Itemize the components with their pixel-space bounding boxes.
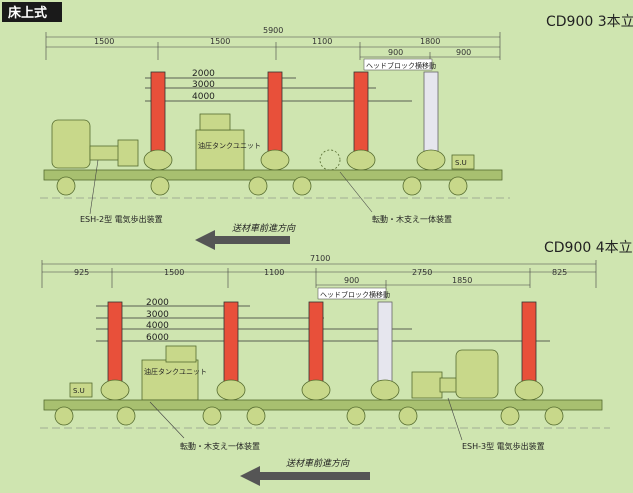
su-box xyxy=(69,382,93,398)
segment-dim: 925 xyxy=(74,268,89,277)
segment-dim: 1800 xyxy=(420,37,440,46)
wheel xyxy=(346,406,366,426)
drive-note: ESH-2型 電気歩出装置 xyxy=(80,214,163,224)
support-note: 転動・木支え一体装置 xyxy=(372,214,452,224)
sub-dim: 1850 xyxy=(452,276,472,285)
type-badge-label: 床上式 xyxy=(8,5,47,21)
tank-unit xyxy=(141,359,199,401)
direction-arrow xyxy=(195,230,290,250)
sub-dim: 900 xyxy=(344,276,359,285)
segment-dim: 1500 xyxy=(164,268,184,277)
su-box xyxy=(451,154,475,170)
segment-dim: 1500 xyxy=(210,37,230,46)
carriage-frame xyxy=(43,399,603,411)
motor-body xyxy=(51,119,91,169)
segment-dim: 825 xyxy=(552,268,567,277)
knee-post xyxy=(353,71,369,159)
direction-note: 送材車前進方向 xyxy=(232,223,296,234)
height-label: 2000 xyxy=(146,298,169,308)
total-dim: 7100 xyxy=(310,254,330,263)
wheel xyxy=(56,176,76,196)
carriage-frame xyxy=(43,169,503,181)
wheel xyxy=(54,406,74,426)
segment-dim: 1100 xyxy=(264,268,284,277)
wheel xyxy=(246,406,266,426)
knee-post-ghost xyxy=(377,301,393,389)
section-title: CD900 4本立 xyxy=(544,240,633,256)
wheel xyxy=(402,176,422,196)
section-3-post: CD900 3本立 5900 1500 1500 1100 1800 900 9… xyxy=(40,14,633,250)
height-label: 3000 xyxy=(192,80,215,90)
tank-note: 油圧タンクユニット xyxy=(144,367,207,376)
head-block-note: ヘッドブロック横移動 xyxy=(320,290,390,299)
wheel xyxy=(150,176,170,196)
knee-post xyxy=(107,301,123,389)
sub-dim: 900 xyxy=(456,48,471,57)
direction-arrow xyxy=(240,466,370,486)
height-label: 4000 xyxy=(146,321,169,331)
wheel xyxy=(248,176,268,196)
wheel xyxy=(202,406,222,426)
drive-note: ESH-3型 電気歩出装置 xyxy=(462,441,545,451)
tank-unit xyxy=(195,129,245,171)
height-label: 3000 xyxy=(146,310,169,320)
knee-post-ghost xyxy=(423,71,439,159)
total-dim: 5900 xyxy=(263,26,283,35)
wheel xyxy=(500,406,520,426)
direction-note: 送材車前進方向 xyxy=(286,458,350,469)
section-title: CD900 3本立 xyxy=(546,14,633,30)
wheel xyxy=(292,176,312,196)
su-label: S.U xyxy=(73,387,85,395)
support-note: 転動・木支え一体装置 xyxy=(180,441,260,451)
knee-post xyxy=(521,301,537,389)
motor-body xyxy=(455,349,499,399)
knee-post xyxy=(267,71,283,159)
wheel xyxy=(448,176,468,196)
head-block-note: ヘッドブロック横移動 xyxy=(366,61,436,70)
tank-note: 油圧タンクユニット xyxy=(198,141,261,150)
segment-dim: 1100 xyxy=(312,37,332,46)
height-label: 2000 xyxy=(192,69,215,79)
height-label: 6000 xyxy=(146,333,169,343)
height-label: 4000 xyxy=(192,92,215,102)
segment-dim: 2750 xyxy=(412,268,432,277)
type-badge xyxy=(2,2,62,22)
segment-dim: 1500 xyxy=(94,37,114,46)
sub-dim: 900 xyxy=(388,48,403,57)
knee-post xyxy=(308,301,324,389)
knee-post xyxy=(223,301,239,389)
wheel xyxy=(544,406,564,426)
wheel xyxy=(398,406,418,426)
section-4-post: CD900 4本立 7100 925 1500 1100 2750 825 90… xyxy=(40,240,633,486)
su-label: S.U xyxy=(455,159,467,167)
wheel xyxy=(116,406,136,426)
knee-post xyxy=(150,71,166,159)
